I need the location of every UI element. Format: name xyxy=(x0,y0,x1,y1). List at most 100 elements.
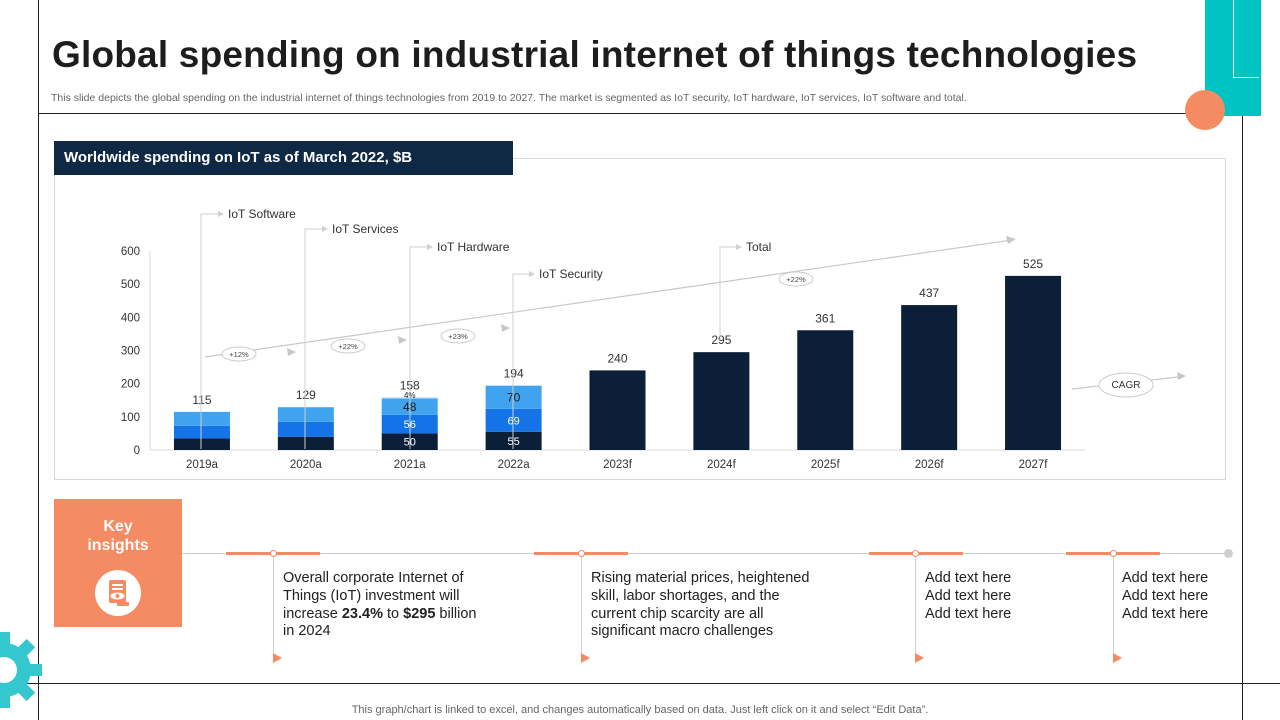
insight-1: Overall corporate Internet of Things (Io… xyxy=(283,570,488,641)
cagr-arrowhead xyxy=(1177,372,1186,380)
y-tick-label: 200 xyxy=(121,379,140,391)
insight-1-post: billion in 2024 xyxy=(283,605,477,640)
document-eye-icon xyxy=(95,570,141,616)
key-insights-title-line2: insights xyxy=(87,537,149,554)
bar-segment-services[interactable] xyxy=(173,411,230,426)
insight-1-pre: Overall corporate Internet of Things (Io… xyxy=(283,570,464,622)
callout-line-software xyxy=(200,213,223,449)
y-tick-label: 0 xyxy=(134,445,140,457)
y-tick-label: 500 xyxy=(121,279,140,291)
insight-3-line: Add text here xyxy=(925,605,1012,622)
callout-line-services xyxy=(304,228,327,449)
growth-arrow-marker xyxy=(287,348,296,356)
x-tick-label: 2023f xyxy=(603,459,633,471)
insight-2: Rising material prices, heightened skill… xyxy=(591,570,810,640)
callout-iot-software: IoT Software xyxy=(228,207,296,221)
cagr-pill xyxy=(1098,372,1154,398)
chart-frame xyxy=(54,158,1226,480)
bar-total-label: 115 xyxy=(192,393,211,407)
growth-arrow-marker xyxy=(398,336,407,344)
x-tick-label: 2020a xyxy=(290,459,323,471)
header-divider xyxy=(38,113,1242,114)
cagr-label: CAGR xyxy=(1112,380,1141,391)
bar-inside-label: 70 xyxy=(507,390,521,404)
timeline-dot xyxy=(912,550,919,557)
timeline-connector xyxy=(581,557,582,655)
callout-line-hardware xyxy=(409,246,432,449)
growth-arrow-marker xyxy=(501,324,510,332)
gear-icon xyxy=(0,632,42,708)
x-tick-label: 2024f xyxy=(707,459,737,471)
page-subtitle: This slide depicts the global spending o… xyxy=(51,92,967,104)
insights-timeline xyxy=(182,553,1228,554)
frame-left-line xyxy=(38,0,39,720)
bar-segment-security[interactable] xyxy=(485,431,542,450)
timeline-arrow xyxy=(1113,653,1122,663)
timeline-connector xyxy=(273,557,274,655)
insight-3-line: Add text here xyxy=(925,587,1012,604)
chart-title: Worldwide spending on IoT as of March 20… xyxy=(54,141,513,175)
insight-1-percent: 23.4% xyxy=(341,605,383,622)
bar-inside-label: 55 xyxy=(507,436,519,448)
growth-label: +12% xyxy=(229,350,249,359)
bar-inside-label: 69 xyxy=(507,415,519,427)
insight-1-amount: $295 xyxy=(403,605,436,622)
callout-arrowhead xyxy=(529,271,535,277)
bar-total[interactable] xyxy=(901,305,958,450)
bar-total-label: 194 xyxy=(504,367,524,381)
bar-segment-hardware[interactable] xyxy=(173,425,230,439)
bar-total-label: 437 xyxy=(919,286,939,300)
growth-label: +23% xyxy=(448,332,468,341)
timeline-connector xyxy=(915,557,916,655)
insight-4-line: Add text here xyxy=(1122,605,1209,622)
timeline-connector xyxy=(1113,557,1114,655)
bar-total-label: 295 xyxy=(711,333,731,347)
insight-3: Add text here Add text here Add text her… xyxy=(925,570,1075,623)
key-insights-box: Key insights xyxy=(54,499,182,627)
callout-arrowhead xyxy=(322,226,328,232)
y-tick-label: 100 xyxy=(121,412,140,424)
insight-4-line: Add text here xyxy=(1122,587,1209,604)
footer-divider xyxy=(0,683,1280,684)
growth-label: +22% xyxy=(786,275,806,284)
insight-3-line: Add text here xyxy=(925,570,1012,586)
bar-total-label: 240 xyxy=(607,351,627,365)
teal-corner-outline xyxy=(1233,0,1259,78)
insight-4: Add text here Add text here Add text her… xyxy=(1122,570,1237,623)
x-tick-label: 2021a xyxy=(394,459,427,471)
timeline-arrow xyxy=(273,653,282,663)
callout-arrowhead xyxy=(736,244,742,250)
bar-segment-services[interactable] xyxy=(277,407,334,422)
growth-label: +22% xyxy=(338,342,358,351)
bar-total[interactable] xyxy=(589,370,646,450)
key-insights-title: Key insights xyxy=(54,517,182,555)
y-tick-label: 600 xyxy=(121,246,140,258)
insight-4-line: Add text here xyxy=(1122,570,1209,586)
bar-segment-hardware[interactable] xyxy=(485,408,542,432)
bar-total[interactable] xyxy=(797,330,854,450)
bar-segment-services[interactable] xyxy=(485,385,542,409)
x-tick-label: 2026f xyxy=(915,459,945,471)
bar-total-label: 129 xyxy=(296,388,316,402)
key-insights-title-line1: Key xyxy=(103,518,133,535)
bar-segment-hardware[interactable] xyxy=(277,421,334,437)
bar-segment-security[interactable] xyxy=(277,436,334,450)
insight-1-mid: to xyxy=(382,605,404,622)
x-tick-label: 2019a xyxy=(186,459,219,471)
growth-pill xyxy=(221,346,257,362)
bar-total-label: 361 xyxy=(815,311,835,325)
footer-note: This graph/chart is linked to excel, and… xyxy=(351,704,929,716)
growth-trend-arrowhead xyxy=(1006,236,1016,244)
callout-total: Total xyxy=(746,240,771,254)
timeline-dot xyxy=(578,550,585,557)
callout-iot-hardware: IoT Hardware xyxy=(437,240,510,254)
callout-arrowhead xyxy=(218,211,224,217)
timeline-end-dot xyxy=(1224,549,1233,558)
callout-arrowhead xyxy=(427,244,433,250)
bar-segment-security[interactable] xyxy=(173,438,230,450)
bar-total[interactable] xyxy=(1005,275,1062,450)
timeline-dot xyxy=(270,550,277,557)
bar-total[interactable] xyxy=(693,352,750,450)
callout-iot-services: IoT Services xyxy=(332,222,398,236)
